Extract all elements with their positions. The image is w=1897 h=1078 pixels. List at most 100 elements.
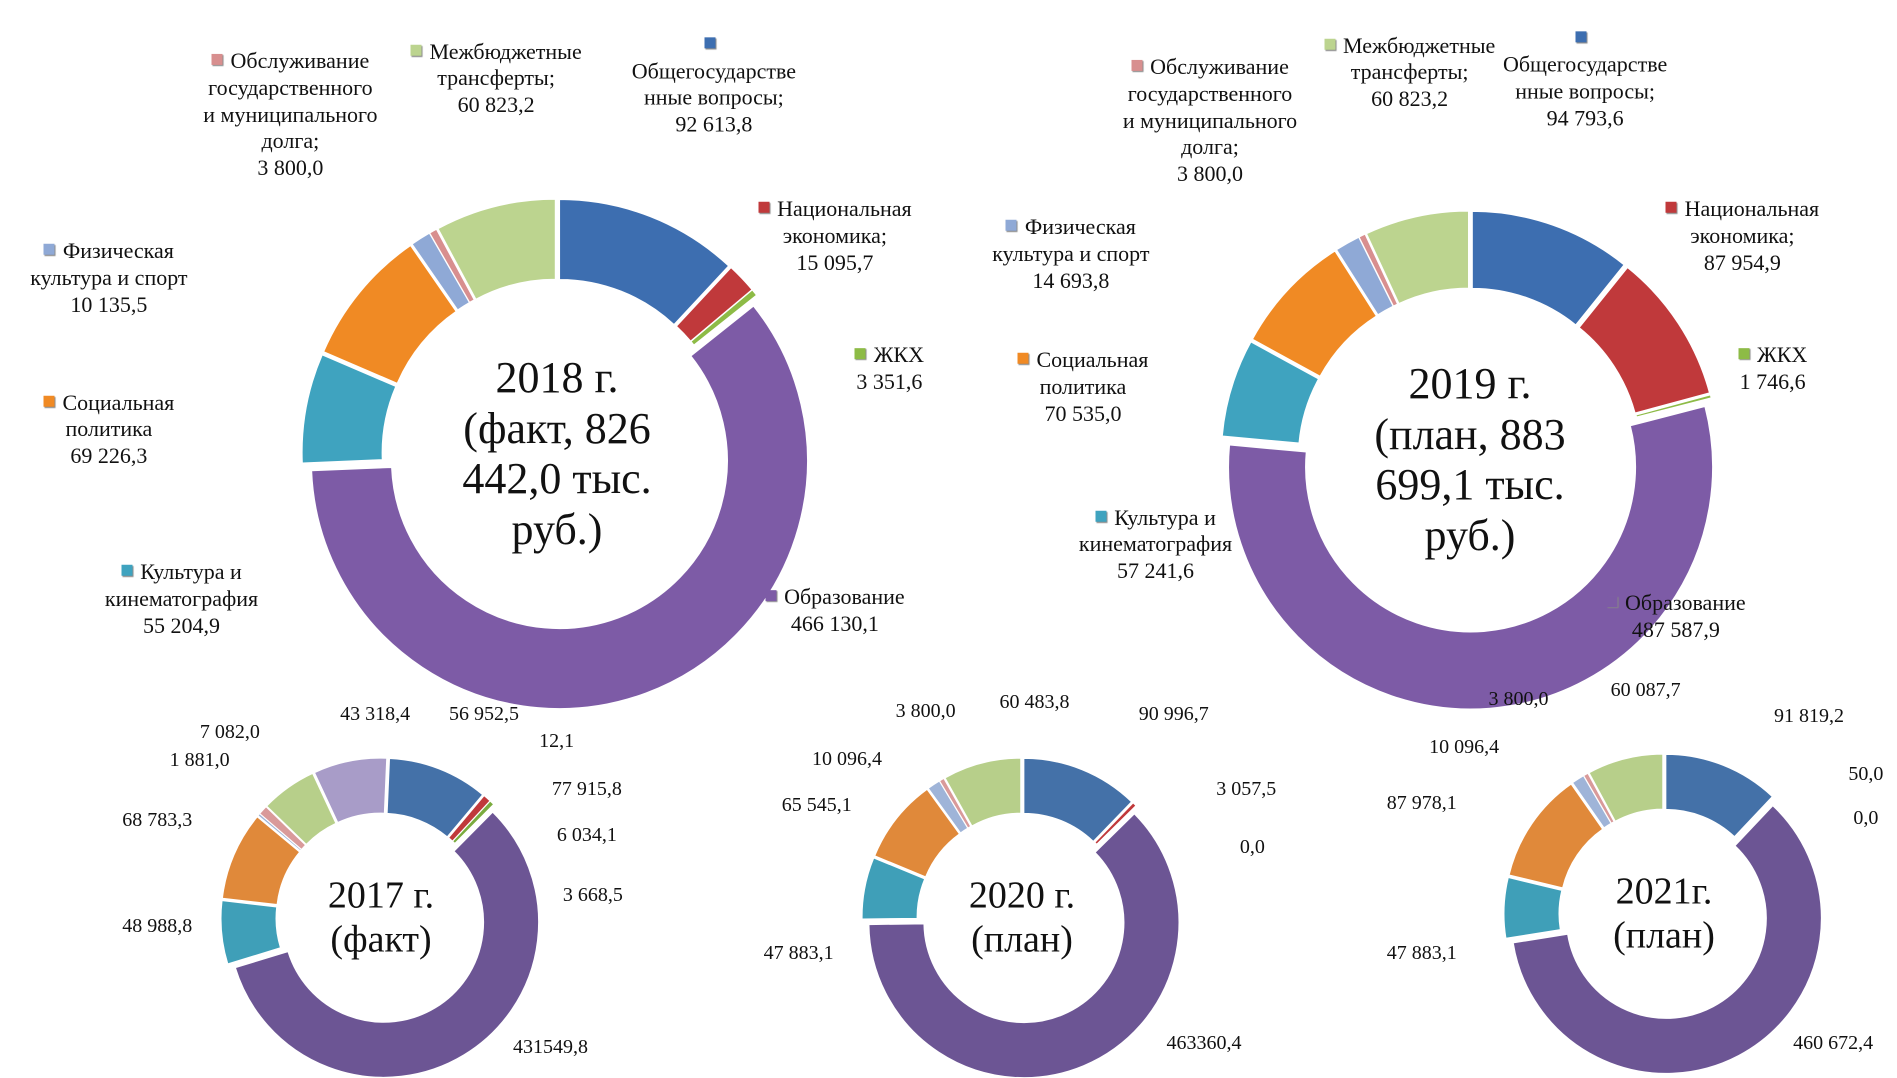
slice-label: 10 096,4 bbox=[812, 746, 882, 770]
value-label: 43 318,4 bbox=[340, 702, 411, 725]
donut-slice bbox=[1358, 233, 1399, 307]
donut-slice bbox=[1635, 394, 1712, 418]
value-label: 94 793,6 bbox=[1546, 105, 1624, 131]
slice-label: 0,0 bbox=[1853, 806, 1878, 830]
category-label: Межбюджетные трансферты; bbox=[1343, 32, 1496, 85]
donut-slice bbox=[220, 900, 282, 965]
slice-label: Образование 466 130,1 bbox=[747, 584, 922, 638]
slice-label: 3 800,0 bbox=[1489, 687, 1549, 711]
value-label: 6 034,1 bbox=[556, 823, 617, 846]
donut-slice bbox=[1735, 797, 1775, 839]
slice-label: ЖКХ 1 746,6 bbox=[1685, 342, 1860, 396]
category-label: Физическая культура и спорт bbox=[992, 213, 1150, 266]
donut-slice bbox=[690, 289, 758, 346]
slice-label: 0,0 bbox=[1240, 835, 1265, 859]
slice-label: 87 978,1 bbox=[1387, 791, 1457, 815]
category-label: Межбюджетные трансферты; bbox=[429, 38, 582, 91]
donut-slice bbox=[1251, 250, 1377, 377]
category-label: Культура и кинематография bbox=[104, 558, 259, 611]
legend-marker bbox=[765, 590, 777, 602]
donut-slice bbox=[386, 757, 484, 838]
value-label: 91 819,2 bbox=[1773, 705, 1844, 728]
slice-label: Национальная экономика; 15 095,7 bbox=[747, 196, 922, 276]
donut-slice bbox=[1471, 210, 1625, 326]
donut-slice bbox=[1588, 753, 1664, 822]
slice-label: 431549,8 bbox=[513, 1034, 588, 1058]
value-label: 3 351,6 bbox=[856, 369, 923, 395]
donut-slice bbox=[266, 772, 337, 846]
category-label: Социальная политика bbox=[1036, 346, 1149, 399]
category-label: Социальная политика bbox=[62, 389, 175, 442]
donut-slice bbox=[451, 800, 495, 845]
category-label: Общегосударственные вопросы; bbox=[1502, 51, 1668, 104]
slice-label: 90 996,7 bbox=[1139, 702, 1209, 726]
value-label: 55 204,9 bbox=[143, 612, 220, 638]
value-label: 57 241,6 bbox=[1117, 557, 1195, 583]
slice-label: Социальная политика 70 535,0 bbox=[995, 347, 1170, 427]
slice-label: 3 800,0 bbox=[896, 699, 956, 723]
category-label: Физическая культура и спорт bbox=[30, 238, 188, 290]
slice-label: Национальная экономика; 87 954,9 bbox=[1655, 196, 1830, 276]
slice-label: Обслуживание государственного и муниципа… bbox=[203, 48, 378, 182]
legend-marker bbox=[1017, 352, 1029, 364]
value-label: 3 800,0 bbox=[895, 700, 956, 723]
legend-marker bbox=[1324, 38, 1335, 50]
slice-label: 65 545,1 bbox=[782, 792, 852, 816]
slice-label: 7 082,0 bbox=[200, 720, 260, 744]
value-label: 0,0 bbox=[1853, 806, 1879, 829]
value-label: 460 672,4 bbox=[1793, 1031, 1874, 1054]
slice-label: 3 668,5 bbox=[563, 883, 623, 907]
slice-label: ЖКХ 3 351,6 bbox=[802, 342, 977, 396]
donut-slice bbox=[559, 198, 730, 326]
value-label: 50,0 bbox=[1848, 763, 1884, 786]
donut-slice bbox=[675, 266, 753, 342]
value-label: 87 978,1 bbox=[1386, 792, 1457, 815]
slice-label: Общегосударственные вопросы; 94 793,6 bbox=[1498, 25, 1673, 132]
value-label: 77 915,8 bbox=[551, 777, 622, 800]
slice-label: 10 096,4 bbox=[1429, 734, 1499, 758]
category-label: Образование bbox=[1625, 590, 1746, 616]
slice-label: 460 672,4 bbox=[1793, 1031, 1873, 1055]
legend-marker bbox=[854, 348, 866, 360]
legend-marker bbox=[1575, 30, 1587, 42]
value-label: 3 800,0 bbox=[1488, 688, 1549, 711]
value-label: 69 226,3 bbox=[70, 442, 148, 468]
slice-label: 50,0 bbox=[1848, 762, 1883, 786]
legend-marker bbox=[43, 395, 55, 407]
donut-slice bbox=[1094, 802, 1137, 845]
chart-title: 2018 г. (факт, 826 442,0 тыс. руб.) bbox=[462, 352, 652, 554]
category-label: Культура и кинематография bbox=[1078, 504, 1233, 557]
slice-label: Межбюджетные трансферты; 60 823,2 bbox=[409, 38, 584, 118]
donut-slice bbox=[259, 806, 307, 851]
category-label: Обслуживание государственного и муниципа… bbox=[203, 47, 378, 154]
legend-marker bbox=[211, 53, 223, 65]
value-label: 431549,8 bbox=[513, 1035, 589, 1058]
chart-title: 2019 г. (план, 883 699,1 тыс. руб.) bbox=[1374, 358, 1566, 560]
donut-slice bbox=[1096, 805, 1137, 845]
legend-marker bbox=[1131, 59, 1143, 71]
donut-slice bbox=[868, 813, 1180, 1078]
legend-marker bbox=[1005, 219, 1017, 231]
category-label: Национальная экономика; bbox=[1684, 195, 1820, 248]
chart-title: 2021г. (план) bbox=[1613, 870, 1715, 956]
value-label: 87 954,9 bbox=[1703, 249, 1781, 275]
value-label: 10 135,5 bbox=[70, 291, 148, 317]
value-label: 15 095,7 bbox=[796, 249, 874, 275]
value-label: 47 883,1 bbox=[763, 942, 834, 965]
value-label: 7 082,0 bbox=[199, 720, 260, 743]
value-label: 48 988,8 bbox=[122, 914, 193, 937]
value-label: 47 883,1 bbox=[1386, 942, 1457, 965]
chart-title: 2017 г. (факт) bbox=[327, 874, 435, 960]
slice-label: Социальная политика 69 226,3 bbox=[21, 389, 196, 469]
category-label: ЖКХ bbox=[873, 342, 924, 368]
slice-label: Физическая культура и спорт 10 135,5 bbox=[21, 238, 196, 318]
legend-marker bbox=[1095, 510, 1107, 522]
donut-slice bbox=[1228, 405, 1714, 710]
value-label: 10 096,4 bbox=[812, 747, 882, 770]
donut-slice bbox=[1023, 757, 1133, 843]
slice-label: 6 034,1 bbox=[557, 823, 617, 847]
value-label: 3 057,5 bbox=[1216, 777, 1277, 800]
donut-slice bbox=[437, 198, 556, 300]
